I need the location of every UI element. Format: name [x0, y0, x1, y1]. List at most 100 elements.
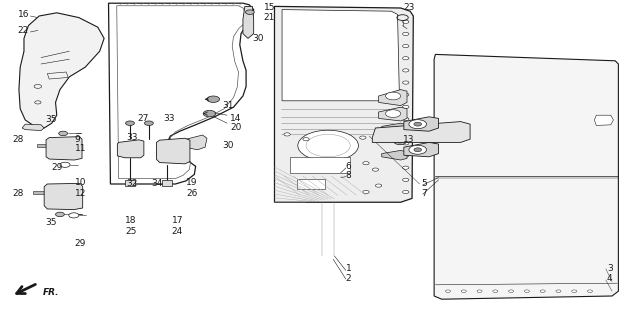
Circle shape: [59, 131, 68, 136]
Text: 11: 11: [74, 144, 86, 153]
Polygon shape: [186, 135, 207, 150]
Circle shape: [386, 110, 401, 117]
Circle shape: [68, 153, 75, 157]
Text: 31: 31: [222, 101, 233, 110]
Polygon shape: [434, 54, 618, 299]
Circle shape: [556, 290, 561, 292]
Text: 10: 10: [74, 178, 86, 187]
Polygon shape: [297, 179, 325, 189]
Circle shape: [414, 148, 422, 152]
Polygon shape: [379, 107, 407, 121]
Circle shape: [69, 213, 79, 218]
Text: 14: 14: [230, 114, 242, 123]
Polygon shape: [33, 191, 44, 194]
Circle shape: [403, 81, 409, 84]
Circle shape: [60, 162, 70, 167]
Text: 20: 20: [230, 124, 242, 132]
Circle shape: [68, 185, 75, 189]
Circle shape: [203, 110, 216, 117]
Text: 35: 35: [45, 218, 57, 227]
Circle shape: [540, 290, 545, 292]
Polygon shape: [382, 150, 407, 160]
Text: 19: 19: [186, 178, 198, 187]
Polygon shape: [382, 123, 407, 133]
Circle shape: [144, 121, 153, 125]
Circle shape: [298, 130, 358, 161]
Circle shape: [587, 290, 593, 292]
Text: 18: 18: [125, 216, 136, 225]
Circle shape: [51, 185, 59, 189]
Polygon shape: [117, 140, 144, 158]
Circle shape: [126, 121, 134, 125]
Circle shape: [303, 138, 309, 141]
Circle shape: [363, 190, 369, 194]
Circle shape: [403, 57, 409, 60]
Text: 21: 21: [264, 13, 275, 22]
Text: 1: 1: [346, 264, 351, 273]
Circle shape: [403, 69, 409, 72]
Circle shape: [414, 122, 422, 126]
Circle shape: [52, 140, 59, 144]
Text: 33: 33: [126, 133, 138, 142]
Text: 30: 30: [252, 34, 264, 43]
Polygon shape: [379, 90, 407, 106]
Text: 29: 29: [52, 164, 63, 172]
Polygon shape: [125, 180, 135, 186]
Circle shape: [363, 162, 369, 165]
Circle shape: [386, 92, 401, 100]
Text: 16: 16: [18, 10, 29, 19]
Text: 34: 34: [151, 180, 163, 188]
Polygon shape: [44, 183, 83, 210]
Text: 3: 3: [607, 264, 613, 273]
Circle shape: [133, 145, 140, 149]
Circle shape: [403, 20, 409, 23]
Text: 4: 4: [607, 274, 613, 283]
Text: 24: 24: [172, 228, 183, 236]
Text: 13: 13: [403, 135, 414, 144]
Circle shape: [68, 203, 75, 207]
Circle shape: [284, 133, 290, 136]
Circle shape: [360, 136, 366, 139]
Polygon shape: [404, 142, 439, 157]
Circle shape: [403, 130, 409, 133]
Text: 29: 29: [74, 239, 86, 248]
Circle shape: [397, 140, 403, 143]
Circle shape: [403, 154, 409, 157]
Circle shape: [403, 93, 409, 96]
Polygon shape: [290, 157, 350, 173]
Circle shape: [409, 120, 427, 129]
Polygon shape: [46, 137, 82, 160]
Text: 15: 15: [264, 4, 275, 12]
Circle shape: [245, 10, 254, 14]
Text: 8: 8: [346, 172, 351, 180]
Text: 5: 5: [422, 180, 427, 188]
Circle shape: [56, 212, 64, 217]
Circle shape: [403, 142, 409, 145]
Circle shape: [445, 290, 451, 292]
Text: 35: 35: [45, 116, 57, 124]
Text: 7: 7: [422, 189, 427, 198]
Circle shape: [403, 117, 409, 121]
Text: 22: 22: [18, 26, 29, 35]
Polygon shape: [37, 144, 46, 147]
Polygon shape: [282, 10, 399, 101]
Text: 25: 25: [125, 228, 136, 236]
Circle shape: [403, 32, 409, 36]
Polygon shape: [372, 122, 470, 142]
Circle shape: [207, 96, 220, 102]
Text: 27: 27: [138, 114, 149, 123]
Polygon shape: [274, 6, 413, 202]
Text: FR.: FR.: [43, 288, 59, 297]
Circle shape: [375, 138, 382, 141]
Text: 30: 30: [222, 141, 233, 150]
Circle shape: [372, 168, 379, 171]
Circle shape: [461, 290, 466, 292]
Polygon shape: [162, 180, 172, 186]
Text: 32: 32: [126, 180, 138, 188]
Circle shape: [477, 290, 482, 292]
Circle shape: [403, 166, 409, 169]
Polygon shape: [22, 124, 44, 131]
Circle shape: [51, 203, 59, 207]
Circle shape: [493, 290, 498, 292]
Text: 33: 33: [163, 114, 174, 123]
